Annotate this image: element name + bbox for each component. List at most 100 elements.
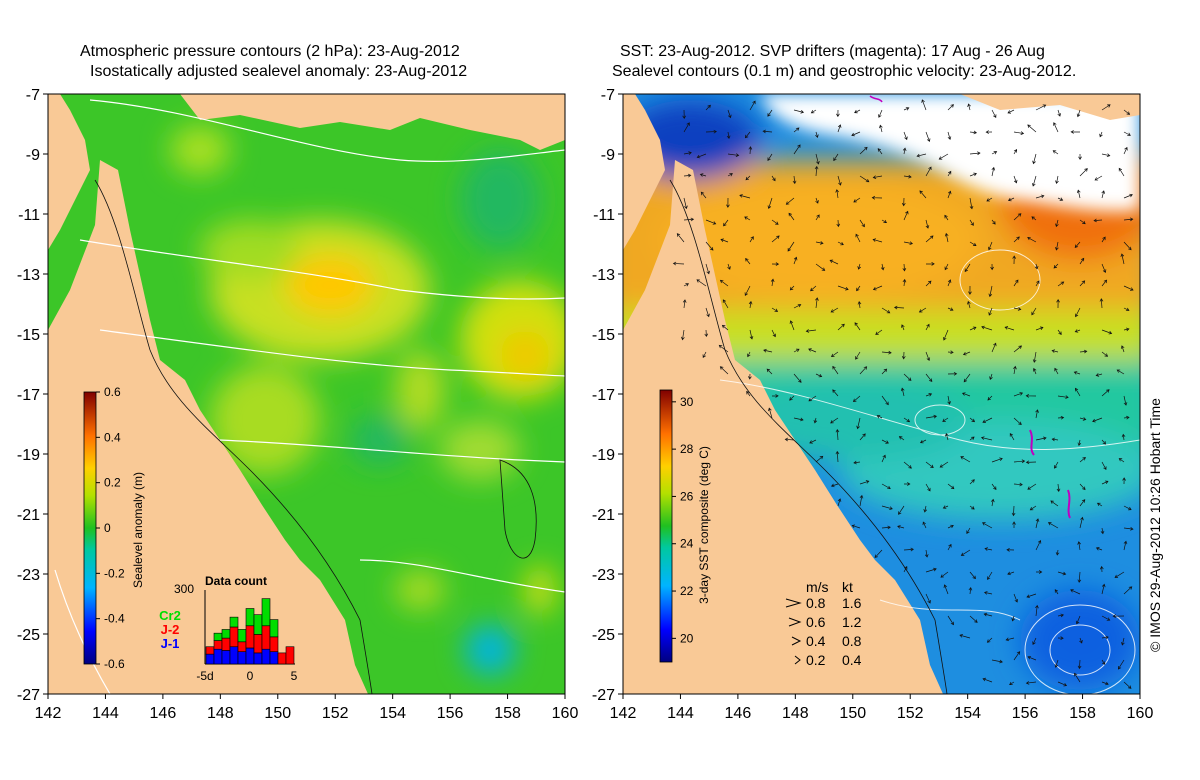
velocity-arrow	[923, 505, 928, 513]
velocity-arrow	[1073, 371, 1081, 375]
velocity-arrow	[813, 417, 818, 424]
velocity-arrow	[815, 297, 819, 309]
velocity-legend-kt-value: 0.4	[842, 652, 862, 668]
right-ytick-label: -27	[592, 687, 615, 704]
velocity-arrow	[969, 326, 977, 331]
velocity-arrow	[720, 238, 729, 243]
velocity-arrow	[835, 189, 839, 199]
velocity-arrow	[968, 285, 972, 295]
velocity-arrow	[704, 329, 709, 338]
velocity-arrow	[1079, 516, 1084, 529]
velocity-arrow	[856, 417, 861, 430]
velocity-arrow	[881, 483, 891, 490]
data-count-title: Data count	[205, 574, 267, 588]
velocity-arrow	[1077, 571, 1082, 583]
velocity-legend-arrow	[788, 617, 802, 627]
velocity-arrow	[880, 263, 885, 271]
velocity-arrow	[988, 307, 993, 316]
velocity-arrow	[835, 450, 840, 463]
velocity-arrow	[833, 153, 839, 162]
velocity-arrow	[1101, 681, 1109, 686]
velocity-arrow	[969, 615, 978, 623]
velocity-arrow	[830, 417, 839, 424]
velocity-arrow	[762, 129, 773, 134]
velocity-arrow	[1051, 437, 1059, 442]
velocity-arrow	[962, 351, 971, 356]
velocity-arrow	[1099, 131, 1103, 138]
velocity-arrow	[940, 571, 949, 578]
velocity-arrow	[879, 124, 883, 133]
data-count-bar-j2	[261, 625, 271, 650]
velocity-arrow	[1057, 415, 1065, 420]
velocity-legend-arrow	[785, 598, 802, 608]
velocity-arrow	[700, 191, 707, 199]
left-xtick-label: 156	[437, 705, 464, 722]
velocity-arrow	[986, 637, 993, 643]
velocity-arrow	[968, 586, 973, 595]
velocity-arrow	[1078, 153, 1082, 160]
data-count-legend-item: J-2	[161, 622, 180, 637]
velocity-arrow	[960, 456, 971, 463]
velocity-arrow	[830, 307, 839, 313]
velocity-arrow	[925, 414, 938, 419]
velocity-arrow	[881, 525, 891, 530]
velocity-arrow	[1013, 593, 1019, 603]
velocity-arrow	[1099, 298, 1104, 309]
velocity-arrow	[785, 197, 795, 205]
velocity-arrow	[872, 238, 883, 243]
left-ytick-label: -11	[18, 207, 40, 224]
velocity-arrow	[699, 173, 707, 177]
left-ytick-label: -25	[17, 627, 40, 644]
velocity-arrow	[1032, 367, 1037, 375]
velocity-arrow	[918, 307, 927, 313]
right-xtick-label: 146	[725, 705, 752, 722]
left-axes: 142 144 146 148 150 152 154 156 158 160 -7 -9 -11 -13…	[17, 87, 579, 722]
velocity-arrow	[1051, 349, 1059, 353]
velocity-arrow	[1076, 109, 1081, 118]
left-xtick-label: 146	[150, 705, 177, 722]
right-ytick-label: -13	[592, 267, 615, 284]
velocity-arrow	[925, 235, 934, 243]
velocity-arrow	[1079, 257, 1085, 265]
velocity-arrow	[793, 417, 804, 422]
velocity-arrow	[1096, 502, 1103, 507]
velocity-arrow	[1032, 153, 1037, 165]
velocity-arrow	[991, 457, 1003, 463]
velocity-arrow	[853, 197, 861, 203]
velocity-arrow	[676, 233, 685, 243]
velocity-arrow	[1006, 548, 1015, 552]
velocity-arrow	[859, 219, 865, 228]
velocity-arrow	[810, 285, 817, 292]
data-count-legend-item: J-1	[161, 636, 180, 651]
velocity-arrow	[793, 256, 798, 265]
velocity-arrow	[900, 387, 905, 397]
velocity-arrow	[705, 219, 717, 225]
velocity-arrow	[925, 280, 932, 287]
velocity-arrow	[947, 395, 951, 405]
velocity-arrow	[875, 329, 883, 335]
velocity-arrow	[1075, 307, 1081, 318]
velocity-arrow	[793, 127, 800, 133]
velocity-arrow	[982, 677, 993, 683]
right-ytick-label: -25	[592, 627, 615, 644]
data-count-bar-cr2	[253, 614, 263, 635]
velocity-legend: m/s kt 0.8 1.6 0.6 1.2 0.4 0.8 0.2 0.4	[785, 579, 862, 668]
velocity-arrow	[1123, 146, 1128, 155]
velocity-arrow	[1101, 153, 1111, 157]
velocity-arrow	[1112, 614, 1125, 618]
velocity-arrow	[903, 547, 914, 552]
velocity-arrow	[1007, 571, 1015, 576]
data-count-bar-j1	[229, 646, 239, 665]
velocity-arrow	[726, 197, 730, 208]
velocity-arrow	[702, 351, 707, 358]
velocity-legend-ms-value: 0.6	[806, 614, 826, 630]
velocity-arrow	[767, 153, 773, 162]
velocity-arrow	[1013, 417, 1022, 426]
velocity-arrow	[1075, 387, 1081, 397]
data-count-bar-j2	[237, 641, 247, 652]
velocity-arrow	[983, 612, 993, 617]
right-ytick-label: -9	[601, 147, 615, 164]
velocity-arrow	[969, 479, 975, 485]
velocity-arrow	[947, 543, 952, 551]
velocity-arrow	[719, 366, 729, 375]
